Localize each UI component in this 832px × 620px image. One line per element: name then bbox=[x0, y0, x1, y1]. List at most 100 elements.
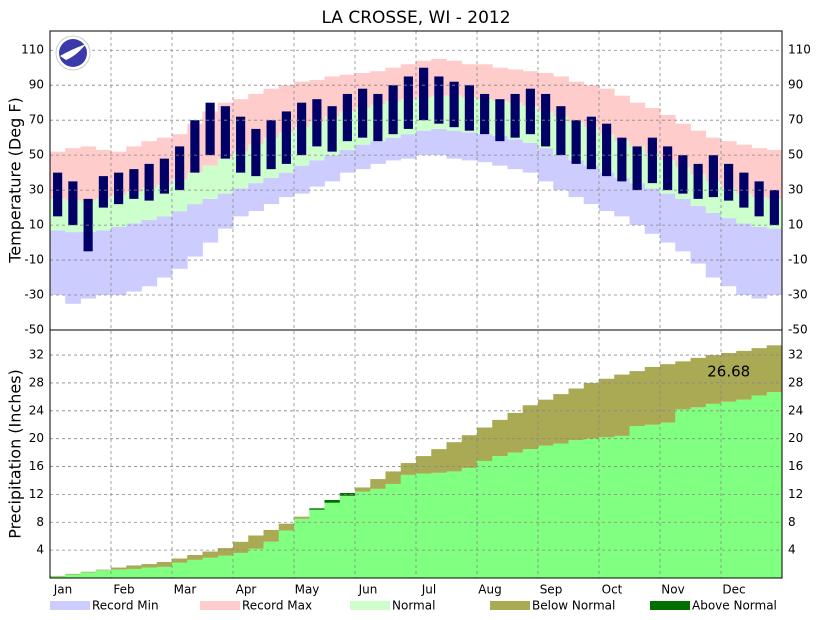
observed-bar bbox=[571, 120, 581, 164]
precip-bar bbox=[416, 473, 432, 578]
observed-bar bbox=[525, 88, 535, 135]
observed-bar bbox=[159, 158, 169, 194]
plot-frame bbox=[49, 30, 783, 579]
observed-bar bbox=[220, 106, 230, 159]
record-min-bar bbox=[385, 137, 402, 161]
y-tick-label-right: 4 bbox=[788, 543, 796, 557]
precip-bar bbox=[507, 452, 524, 578]
observed-bar bbox=[114, 172, 124, 205]
precip-bar bbox=[477, 460, 493, 578]
precip-bar bbox=[126, 568, 142, 578]
record-min-bar bbox=[599, 172, 615, 212]
observed-bar bbox=[586, 116, 596, 170]
precip-bar bbox=[370, 488, 386, 578]
record-min-bar bbox=[461, 132, 478, 161]
below-normal-bar bbox=[736, 350, 752, 400]
precip-bar bbox=[583, 438, 600, 578]
below-normal-bar bbox=[141, 564, 158, 568]
observed-bar bbox=[98, 176, 108, 208]
precip-bar bbox=[751, 395, 768, 578]
y-tick-label-right: 70 bbox=[788, 113, 803, 127]
observed-bar bbox=[754, 181, 764, 217]
above-normal-bar bbox=[339, 493, 356, 496]
precip-bar bbox=[721, 401, 737, 578]
y-tick-label-right: 30 bbox=[788, 183, 803, 197]
y-tick-label-right: 10 bbox=[788, 218, 803, 232]
legend-swatch bbox=[200, 601, 240, 610]
observed-bar bbox=[403, 76, 413, 129]
y-tick-label-right: 28 bbox=[788, 375, 803, 389]
precip-bar bbox=[568, 440, 585, 578]
below-normal-bar bbox=[248, 535, 264, 549]
below-normal-bar bbox=[431, 449, 447, 473]
below-normal-bar bbox=[50, 575, 66, 577]
y-tick-label-right: 16 bbox=[788, 459, 803, 473]
precip-bar bbox=[233, 552, 249, 578]
legend-label: Normal bbox=[392, 599, 435, 613]
y-tick-label-right: 110 bbox=[788, 43, 811, 57]
x-tick-label: Jun bbox=[358, 583, 378, 597]
precip-bar bbox=[385, 483, 402, 578]
below-normal-bar bbox=[644, 366, 661, 425]
below-normal-bar bbox=[629, 371, 646, 427]
precip-bar bbox=[324, 502, 341, 578]
y-tick-label-right: 8 bbox=[788, 515, 796, 529]
precip-bar bbox=[156, 566, 173, 578]
precip-bar bbox=[736, 399, 752, 578]
observed-bar bbox=[602, 123, 612, 177]
observed-bar bbox=[693, 163, 703, 199]
below-normal-bar bbox=[705, 355, 722, 404]
record-min-bar bbox=[538, 148, 554, 182]
precip-bar bbox=[65, 574, 81, 578]
observed-bar bbox=[495, 99, 505, 142]
record-min-bar bbox=[660, 193, 676, 243]
observed-bar bbox=[449, 81, 459, 128]
x-tick-label: Feb bbox=[113, 583, 134, 597]
below-normal-bar bbox=[278, 523, 295, 531]
chart-title: LA CROSSE, WI - 2012 bbox=[321, 8, 510, 28]
observed-bar bbox=[358, 88, 368, 138]
below-normal-bar bbox=[80, 571, 97, 573]
below-normal-bar bbox=[95, 569, 112, 571]
observed-bar bbox=[251, 128, 261, 177]
precip-bar bbox=[690, 407, 707, 578]
record-min-bar bbox=[141, 219, 158, 287]
record-max-bar bbox=[629, 102, 646, 147]
record-min-bar bbox=[111, 226, 127, 296]
observed-bar bbox=[373, 93, 383, 142]
observed-bar bbox=[724, 163, 734, 201]
record-min-bar bbox=[431, 128, 447, 156]
precip-bar bbox=[80, 572, 97, 578]
below-normal-bar bbox=[111, 567, 127, 570]
observed-bar bbox=[175, 146, 185, 191]
precip-bar bbox=[141, 567, 158, 578]
below-normal-bar bbox=[721, 352, 737, 402]
y-tick-label: 70 bbox=[29, 113, 44, 127]
precip-bar bbox=[202, 557, 219, 578]
observed-bar bbox=[769, 190, 779, 226]
legend-swatch bbox=[350, 601, 390, 610]
precip-bar bbox=[294, 518, 310, 578]
y-tick-label: 20 bbox=[29, 431, 44, 445]
below-normal-bar bbox=[370, 479, 386, 489]
observed-bar bbox=[297, 102, 307, 156]
precip-bar bbox=[172, 562, 188, 578]
record-min-bar bbox=[766, 228, 783, 296]
y-tick-label: -50 bbox=[24, 323, 44, 337]
observed-bar bbox=[342, 93, 352, 142]
below-normal-bar bbox=[660, 364, 676, 423]
record-min-bar bbox=[675, 198, 691, 252]
precip-bar bbox=[400, 474, 417, 578]
legend-swatch bbox=[650, 601, 690, 610]
observed-bar bbox=[419, 67, 429, 121]
record-min-bar bbox=[217, 193, 234, 229]
record-min-bar bbox=[477, 134, 493, 163]
below-normal-bar bbox=[156, 561, 173, 567]
record-min-bar bbox=[705, 212, 722, 278]
record-min-bar bbox=[507, 139, 524, 170]
y-tick-label: 24 bbox=[29, 403, 44, 417]
record-min-bar bbox=[492, 135, 508, 166]
precip-bar bbox=[675, 409, 691, 578]
record-min-bar bbox=[721, 218, 737, 287]
precip-bar bbox=[492, 456, 508, 578]
